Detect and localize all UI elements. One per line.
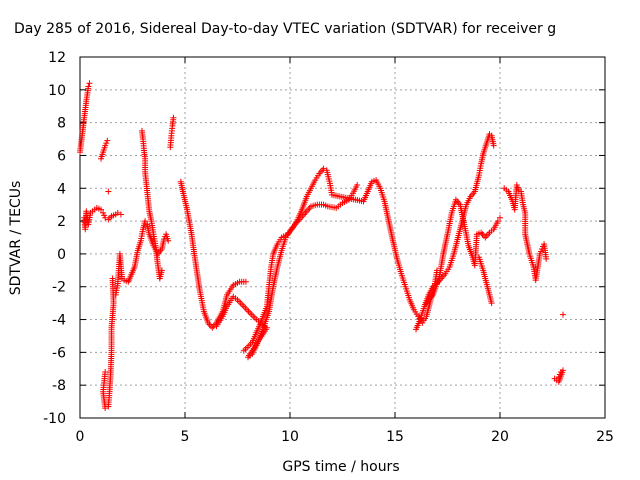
data-point	[320, 165, 327, 172]
y-tick-label: 6	[57, 148, 66, 164]
data-point	[117, 211, 124, 218]
chart-title: Day 285 of 2016, Sidereal Day-to-day VTE…	[14, 21, 556, 37]
data-point	[242, 278, 249, 285]
data-point	[494, 218, 501, 225]
y-tick-label: -8	[52, 378, 66, 394]
y-tick-label: -4	[52, 313, 66, 329]
y-tick-labels: -10 -8 -6 -4 -2 0 2 4 6 8 10 12	[43, 50, 66, 427]
x-tick-label: 15	[386, 429, 404, 445]
y-tick-label: 8	[57, 116, 66, 132]
data-point	[85, 83, 92, 90]
x-tick-label: 25	[596, 429, 614, 445]
data-point	[560, 311, 566, 318]
y-tick-label: -6	[52, 345, 66, 361]
data-point	[114, 209, 121, 216]
x-tick-label: 0	[76, 429, 85, 445]
data-point	[102, 369, 109, 376]
plot-frame	[79, 56, 606, 419]
data-point	[165, 237, 172, 244]
data-point	[543, 255, 550, 262]
x-tick-label: 10	[281, 429, 299, 445]
data-point	[488, 300, 495, 307]
data-point	[104, 137, 111, 144]
data-points	[77, 80, 566, 412]
y-tick-label: 12	[48, 50, 66, 66]
data-point	[490, 142, 497, 149]
y-tick-label: 4	[57, 181, 66, 197]
data-point	[354, 181, 361, 188]
data-point	[98, 206, 104, 213]
x-tick-label: 5	[181, 429, 190, 445]
y-tick-label: 2	[57, 214, 66, 230]
y-tick-label: -10	[43, 411, 66, 427]
grid	[80, 57, 605, 418]
x-tick-label: 20	[491, 429, 509, 445]
y-axis-label: SDTVAR / TECUs	[8, 181, 24, 296]
y-tick-label: 10	[48, 83, 66, 99]
data-point	[158, 267, 165, 274]
data-point	[170, 114, 177, 121]
x-tick-labels: 0 5 10 15 20 25	[76, 429, 614, 445]
y-tick-label: 0	[57, 247, 66, 263]
data-point	[105, 188, 112, 195]
x-axis-label: GPS time / hours	[282, 459, 399, 475]
data-point	[142, 218, 149, 225]
data-point	[86, 80, 93, 87]
data-point	[497, 214, 503, 221]
data-point	[555, 378, 562, 385]
y-tick-label: -2	[52, 280, 66, 296]
